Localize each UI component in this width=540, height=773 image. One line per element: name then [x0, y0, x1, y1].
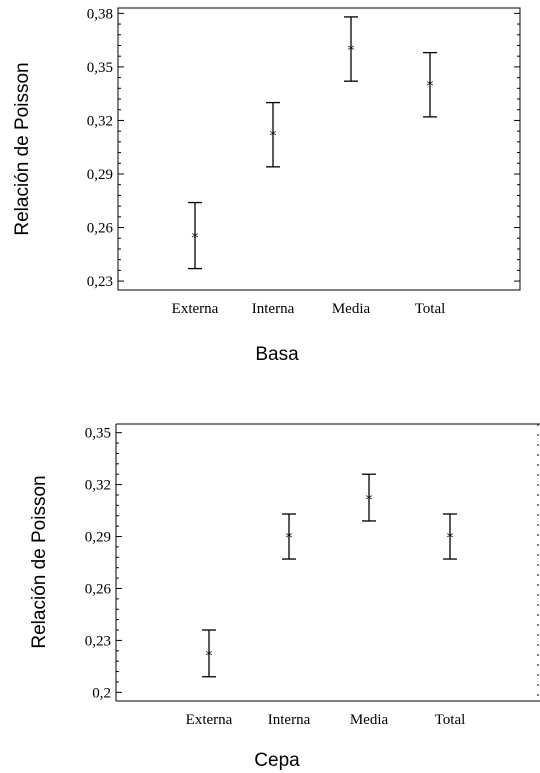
y-tick-label: 0,32: [85, 478, 111, 494]
y-tick-label: 0,23: [87, 274, 113, 290]
x-tick-label-total: Total: [435, 712, 466, 728]
x-tick-label-externa: Externa: [172, 301, 219, 317]
x-tick-label-media: Media: [350, 712, 389, 728]
x-tick-label-interna: Interna: [268, 712, 311, 728]
mean-marker-interna: *: [270, 129, 277, 145]
x-axis-title: Basa: [255, 344, 299, 365]
mean-marker-interna: *: [286, 531, 293, 547]
x-tick-label-media: Media: [332, 301, 371, 317]
mean-marker-media: *: [348, 43, 355, 59]
plot-frame: [117, 7, 521, 291]
x-tick-label-externa: Externa: [186, 712, 233, 728]
y-tick-label: 0,35: [85, 426, 111, 442]
y-tick-label: 0,29: [85, 530, 111, 546]
y-tick-label: 0,38: [87, 6, 113, 22]
chart-cepa: 0,2 0,23 0,26 0,29 0,32 0,35 Externa Interna Med…: [29, 423, 540, 771]
y-tick-label: 0,26: [87, 221, 114, 237]
y-axis-title: Relación de Poisson: [12, 62, 33, 235]
mean-marker-media: *: [366, 492, 373, 508]
y-tick-label: 0,26: [85, 581, 112, 597]
mean-marker-total: *: [427, 79, 434, 95]
mean-marker-externa: *: [192, 230, 199, 246]
y-tick-label: 0,32: [87, 113, 113, 129]
x-tick-label-interna: Interna: [252, 301, 295, 317]
x-tick-label-total: Total: [415, 301, 446, 317]
y-tick-label: 0,29: [87, 167, 113, 183]
y-tick-label: 0,35: [87, 60, 113, 76]
chart-basa: 0,23 0,26 0,29 0,32 0,35 0,38 Externa Interna Me…: [12, 6, 521, 365]
y-axis-title: Relación de Poisson: [29, 475, 50, 648]
mean-marker-externa: *: [206, 648, 213, 664]
mean-marker-total: *: [447, 531, 454, 547]
x-axis-title: Cepa: [254, 750, 300, 771]
y-tick-label: 0,2: [92, 685, 111, 701]
y-tick-label: 0,23: [85, 633, 111, 649]
